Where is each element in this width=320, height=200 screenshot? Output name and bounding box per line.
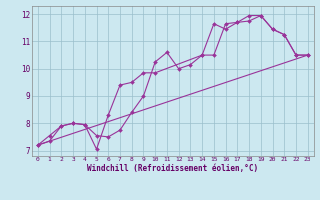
X-axis label: Windchill (Refroidissement éolien,°C): Windchill (Refroidissement éolien,°C) (87, 164, 258, 173)
